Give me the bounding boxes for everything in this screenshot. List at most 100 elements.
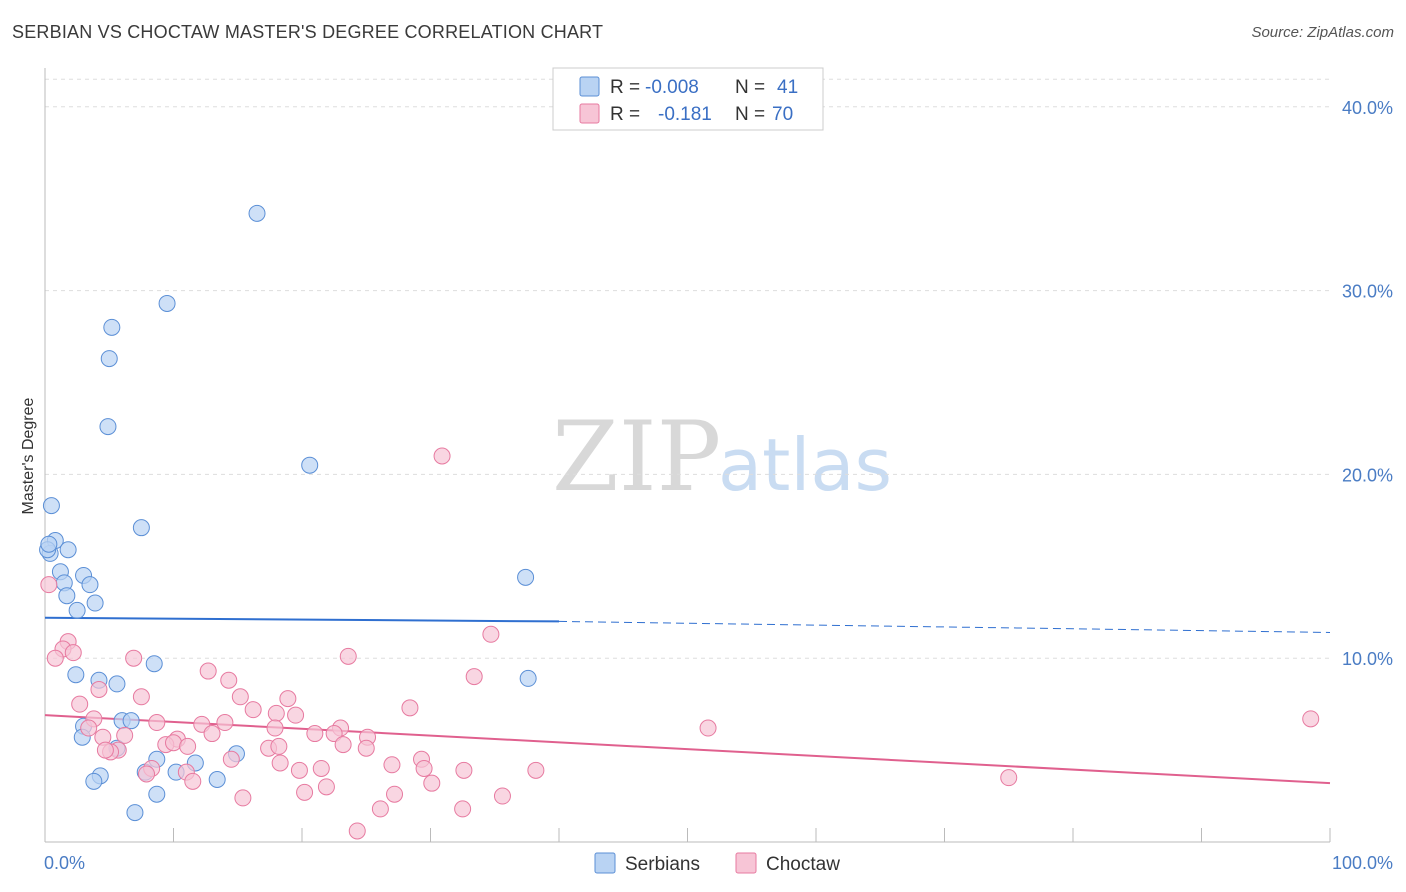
choctaw-point <box>423 774 441 792</box>
choctaw-point <box>222 750 240 768</box>
choctaw-r-value: -0.181 <box>658 104 712 125</box>
serbians-point <box>59 541 77 559</box>
choctaw-point <box>312 759 330 777</box>
choctaw-r-label: R = <box>610 104 640 125</box>
choctaw-point <box>270 737 288 755</box>
serbians-point <box>108 675 126 693</box>
serbians-point <box>99 418 117 436</box>
y-tick-label: 20.0% <box>1342 465 1393 485</box>
choctaw-point <box>279 690 297 708</box>
x-tick-label-max: 100.0% <box>1332 853 1393 873</box>
watermark: ZIP atlas <box>552 401 892 513</box>
choctaw-point <box>184 772 202 790</box>
choctaw-point <box>290 761 308 779</box>
choctaw-point <box>165 734 182 752</box>
choctaw-point <box>216 714 234 732</box>
choctaw-point <box>383 756 401 774</box>
serbians-legend-swatch <box>579 76 600 97</box>
watermark-atlas: atlas <box>718 423 892 507</box>
serbians-point <box>132 519 150 537</box>
gridlines <box>45 78 1330 659</box>
choctaw-point <box>1000 769 1018 787</box>
choctaw-point <box>71 695 89 713</box>
serbians-point <box>517 568 535 586</box>
choctaw-point <box>306 725 324 743</box>
choctaw-point <box>199 662 217 680</box>
choctaw-point <box>203 725 221 743</box>
serbians-trend-line <box>44 616 560 623</box>
choctaw-point <box>348 822 366 840</box>
y-axis-label: Master's Degree <box>20 397 37 514</box>
choctaw-point <box>357 739 375 757</box>
data-points <box>39 204 1320 840</box>
serbians-r-label: R = <box>610 77 640 98</box>
y-tick-label: 10.0% <box>1342 649 1393 669</box>
serbians-n-value: 41 <box>777 77 798 98</box>
choctaw-point <box>334 736 352 754</box>
choctaw-point <box>339 647 357 665</box>
serbians-point <box>85 772 103 790</box>
choctaw-point <box>138 765 156 783</box>
serbians-trend-extension <box>558 620 1331 633</box>
watermark-zip: ZIP <box>552 401 721 513</box>
choctaw-point <box>231 688 249 706</box>
choctaw-point <box>371 800 389 818</box>
choctaw-point <box>433 447 451 465</box>
serbians-point <box>126 804 144 822</box>
y-tick-label: 30.0% <box>1342 282 1393 302</box>
choctaw-point <box>454 800 472 818</box>
choctaw-point <box>325 725 343 743</box>
choctaw-trend-line <box>44 714 1331 785</box>
serbians-point <box>81 576 99 594</box>
choctaw-point <box>465 668 483 686</box>
serbians-point <box>42 497 60 515</box>
choctaw-point <box>267 704 285 722</box>
choctaw-point <box>1302 710 1320 728</box>
serbians-point <box>86 594 104 612</box>
choctaw-point <box>64 644 82 662</box>
legend-choctaw-label: Choctaw <box>766 854 840 875</box>
choctaw-point <box>125 649 143 667</box>
choctaw-point <box>415 759 433 777</box>
choctaw-point <box>148 714 166 732</box>
serbians-point <box>67 666 85 684</box>
serbians-r-value: -0.008 <box>645 77 699 98</box>
axes: 10.0% 20.0% 30.0% 40.0% 0.0% 100.0% <box>44 68 1393 873</box>
choctaw-n-label: N = <box>735 104 765 125</box>
choctaw-point <box>317 778 335 796</box>
serbians-point <box>103 318 121 336</box>
y-tick-label: 40.0% <box>1342 98 1393 118</box>
choctaw-point <box>386 785 404 803</box>
choctaw-point <box>244 701 262 719</box>
choctaw-point <box>527 761 545 779</box>
chart-title: SERBIAN VS CHOCTAW MASTER'S DEGREE CORRE… <box>12 22 604 42</box>
serbians-point <box>158 294 176 312</box>
choctaw-point <box>287 706 305 724</box>
serbians-point <box>145 655 163 673</box>
legend-choctaw-swatch <box>735 852 757 874</box>
choctaw-point <box>40 576 58 594</box>
serbians-point <box>148 785 166 803</box>
serbians-point <box>122 712 140 730</box>
choctaw-point <box>699 719 717 737</box>
choctaw-legend-swatch <box>579 103 600 124</box>
series-legend: Serbians Choctaw <box>594 852 840 875</box>
legend-serbians-swatch <box>594 852 616 874</box>
serbians-point <box>208 771 226 789</box>
choctaw-point <box>482 625 500 643</box>
choctaw-point <box>266 719 284 737</box>
serbians-point <box>248 204 266 222</box>
serbians-point <box>301 456 319 474</box>
choctaw-point <box>96 741 114 759</box>
choctaw-n-value: 70 <box>772 104 793 125</box>
serbians-point <box>100 350 118 368</box>
choctaw-point <box>220 671 238 689</box>
serbians-point <box>519 669 537 687</box>
choctaw-point <box>493 787 511 805</box>
choctaw-point <box>46 649 64 667</box>
serbians-point <box>58 587 76 605</box>
stats-legend: R = -0.008 N = 41 R = -0.181 N = 70 <box>552 67 824 131</box>
choctaw-point <box>455 761 473 779</box>
serbians-n-label: N = <box>735 77 765 98</box>
